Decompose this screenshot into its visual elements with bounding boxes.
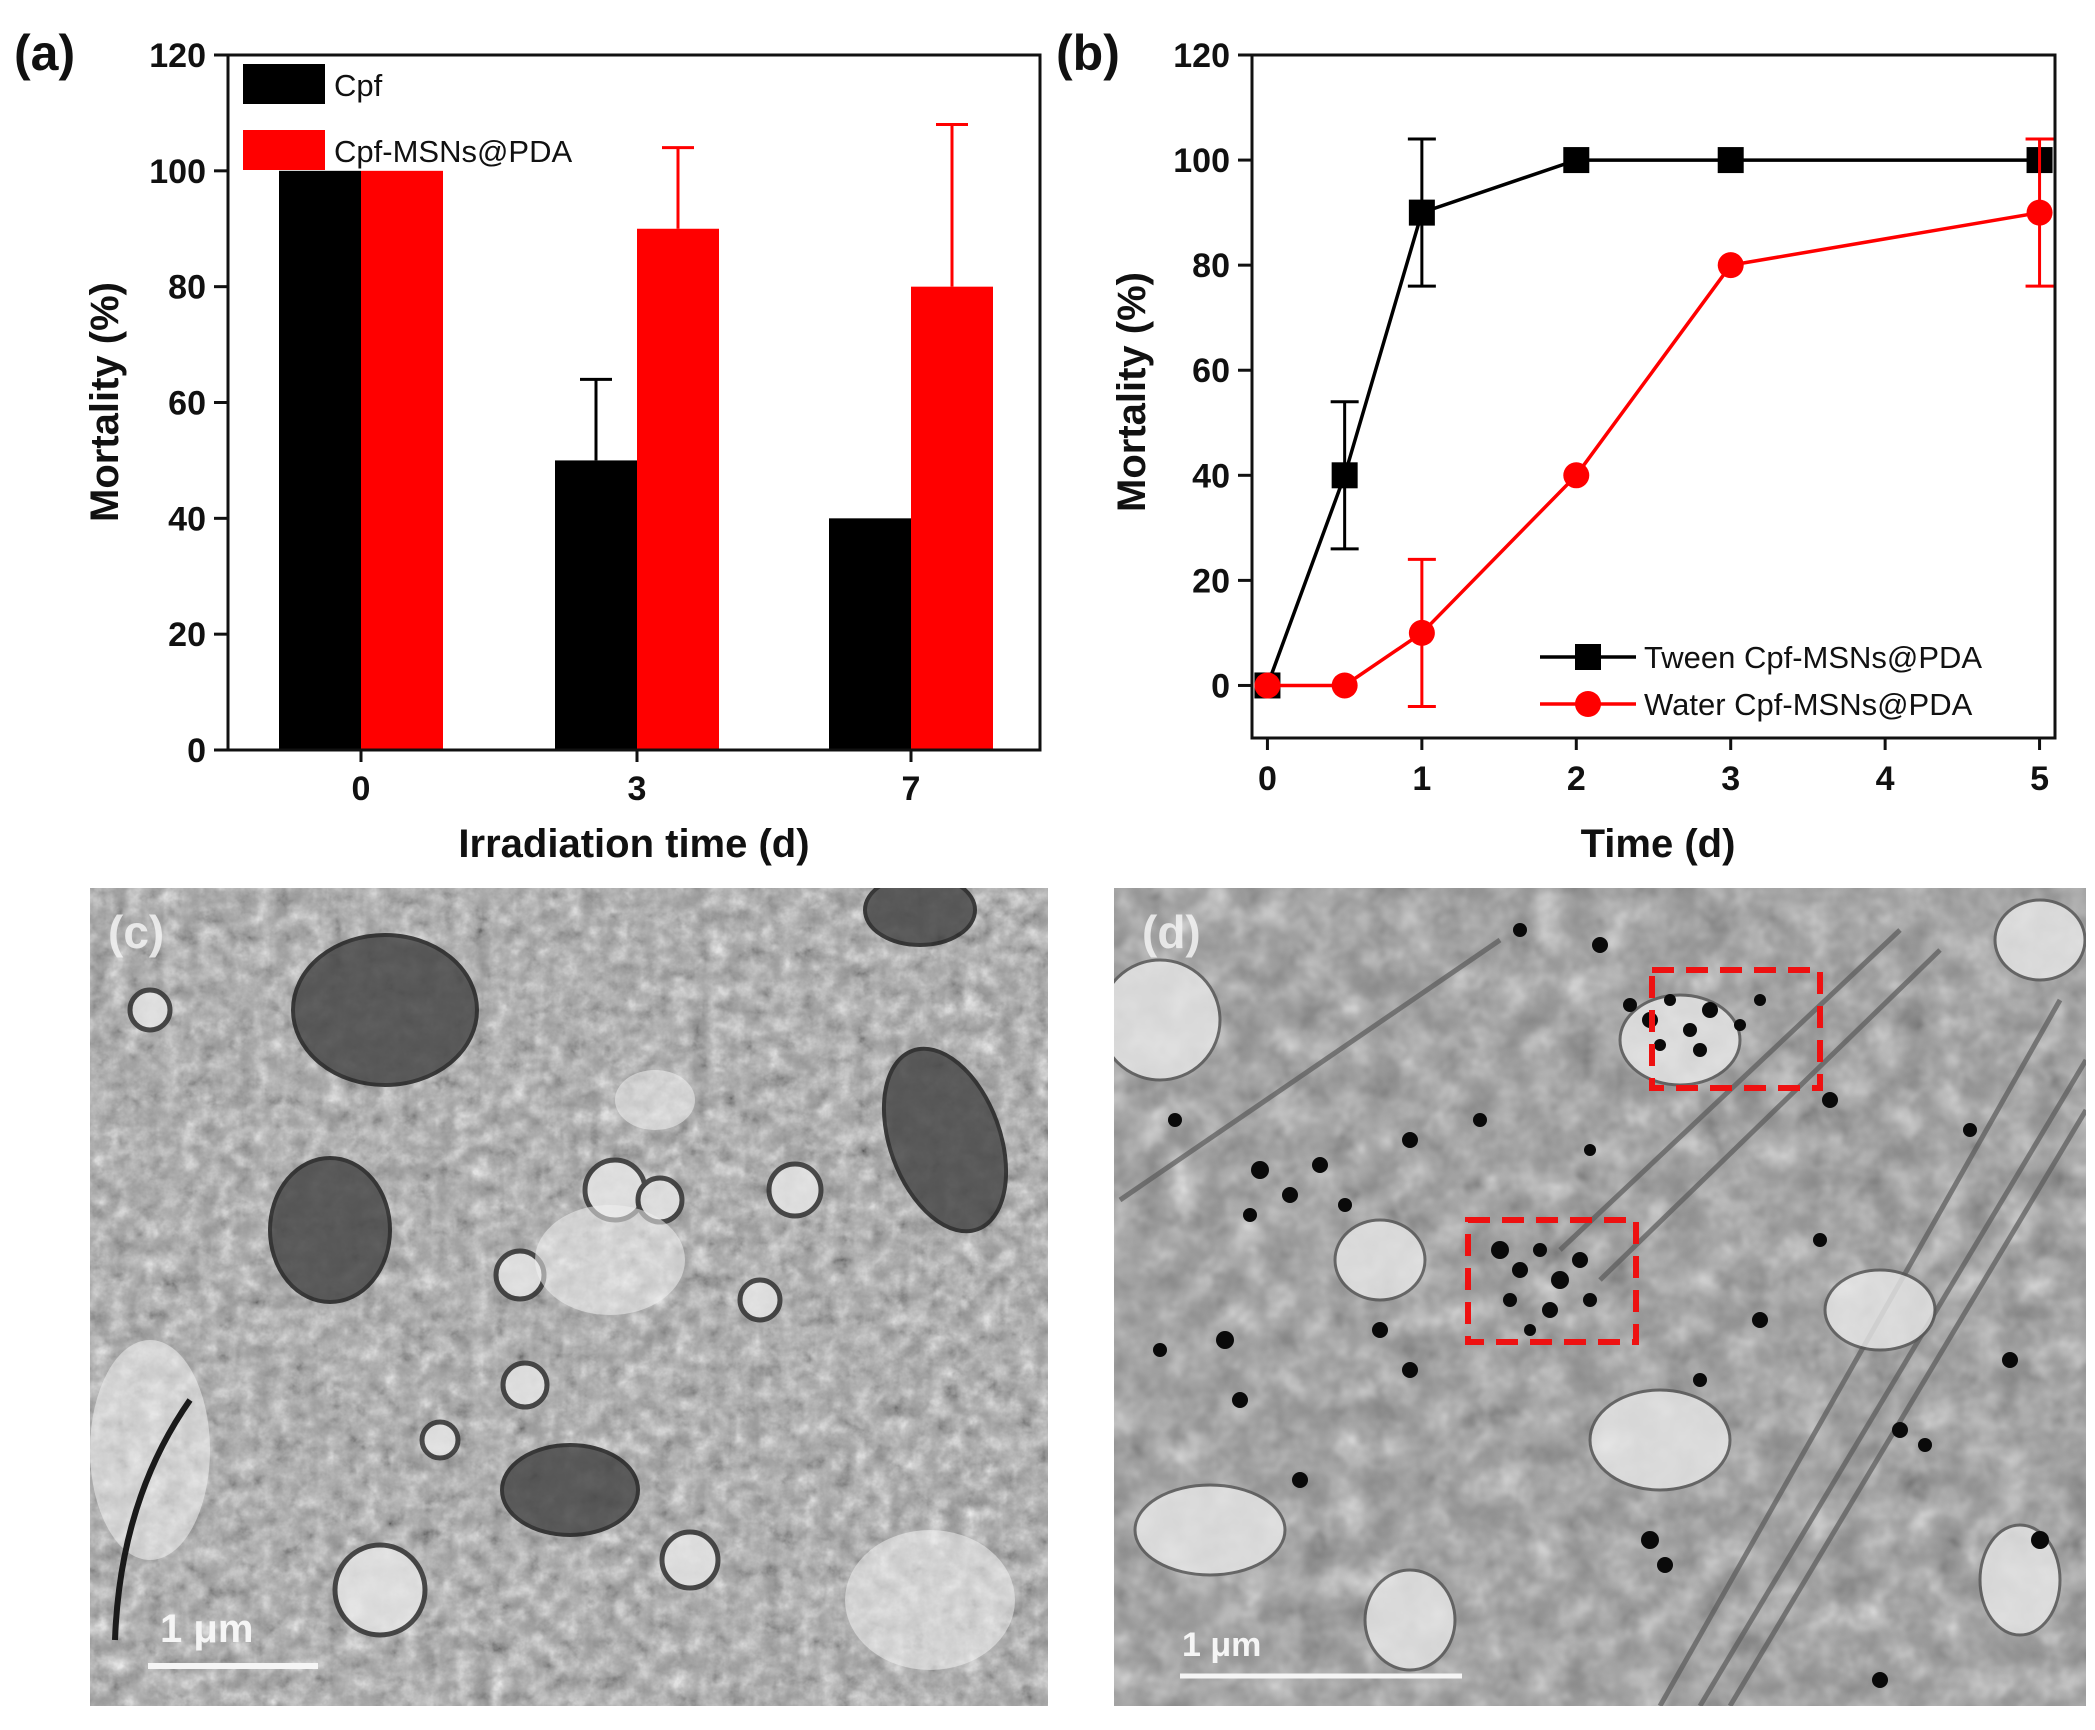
- y-tick-label-a: 80: [168, 269, 206, 307]
- y-tick-label-b: 100: [1173, 142, 1230, 180]
- panel-b-marks: [1254, 137, 2054, 708]
- bar-cpf-3: [555, 460, 637, 750]
- panel-a-marks: [279, 123, 993, 751]
- point-water-cpf-msns-pda-5: [2026, 199, 2053, 226]
- y-tick-label-a: 60: [168, 385, 206, 423]
- micrograph-c-scale-label: 1 μm: [160, 1607, 253, 1651]
- x-tick-label-a: 7: [902, 770, 921, 808]
- x-tick-label-b: 2: [1567, 760, 1586, 798]
- bar-cpf-7: [829, 518, 911, 750]
- panel-c-micrograph: [90, 888, 1048, 1706]
- series-line-tween-cpf-msns-pda: [1265, 158, 2040, 687]
- y-tick-label-a: 40: [168, 500, 206, 538]
- micrograph-c-vesicles: [127, 987, 824, 1638]
- y-tick-label-a: 120: [149, 37, 206, 75]
- legend-marker-b-0: [1575, 644, 1601, 670]
- micrograph-c-light-regions: [90, 1070, 1015, 1670]
- y-tick-label-b: 40: [1192, 457, 1230, 495]
- y-tick-label-b: 120: [1173, 37, 1230, 75]
- panel-a-bar-chart: (a) 0 20 40 60 80 100 120 0 3 7 Irradiation time (…: [14, 25, 1042, 866]
- bar-cpf-0: [279, 170, 361, 751]
- legend-marker-b-1: [1575, 691, 1601, 717]
- micrograph-d-texture: [1114, 888, 2086, 1706]
- point-water-cpf-msns-pda-2: [1408, 619, 1435, 646]
- x-axis-title-b: Time (d): [1581, 822, 1736, 866]
- panel-b-axes: 0 20 40 60 80 100 120 0 1 2 3 4 5 Time (d) Mortality (…: [1110, 37, 2057, 866]
- panel-a-axes: 0 20 40 60 80 100 120 0 3 7 Irradiation time (d) Mo…: [83, 37, 1042, 866]
- legend-swatch-a-0: [243, 64, 325, 104]
- x-tick-label-b: 0: [1258, 760, 1277, 798]
- point-tween-cpf-msns-pda-3: [1563, 147, 1590, 174]
- y-tick-label-b: 20: [1192, 562, 1230, 600]
- panel-b-label: (b): [1056, 25, 1120, 81]
- y-tick-label-a: 100: [149, 153, 206, 191]
- x-axis-title-a: Irradiation time (d): [458, 822, 809, 866]
- y-tick-label-a: 0: [187, 732, 206, 770]
- point-water-cpf-msns-pda-0: [1254, 672, 1281, 699]
- x-tick-label-b: 5: [2030, 760, 2049, 798]
- legend-label-b: Water Cpf-MSNs@PDA: [1644, 687, 1973, 722]
- point-water-cpf-msns-pda-1: [1331, 672, 1358, 699]
- series-line-water-cpf-msns-pda: [1267, 210, 2040, 688]
- point-water-cpf-msns-pda-4: [1717, 252, 1744, 279]
- y-tick-label-b: 80: [1192, 247, 1230, 285]
- legend-swatch-a-1: [243, 130, 325, 170]
- y-tick-label-a: 20: [168, 616, 206, 654]
- point-tween-cpf-msns-pda-4: [1717, 147, 1744, 174]
- legend-label-b: Tween Cpf-MSNs@PDA: [1644, 640, 1982, 675]
- micrograph-d-scale-label: 1 μm: [1182, 1626, 1261, 1664]
- panel-d-micrograph: [1114, 888, 2086, 1706]
- plot-frame-b: [1250, 53, 2057, 740]
- point-tween-cpf-msns-pda-1: [1331, 462, 1358, 489]
- micrograph-d-vacuoles: [1114, 898, 2086, 1672]
- bar-cpf-msns-pda-7: [911, 286, 993, 750]
- micrograph-c-mitochondria: [268, 888, 1009, 1537]
- point-water-cpf-msns-pda-3: [1563, 462, 1590, 489]
- bar-cpf-msns-pda-0: [361, 170, 443, 751]
- highlight-box-lower: [1465, 1217, 1639, 1345]
- micrograph-d-nanoparticles: [1153, 923, 2049, 1688]
- legend-label-a: Cpf: [334, 68, 383, 103]
- x-tick-label-a: 3: [628, 770, 647, 808]
- micrograph-d-highlight-boxes: [1465, 967, 1823, 1345]
- y-axis-title-b: Mortality (%): [1110, 272, 1154, 512]
- y-tick-label-b: 0: [1211, 667, 1230, 705]
- highlight-box-upper: [1649, 967, 1823, 1091]
- x-tick-label-b: 3: [1721, 760, 1740, 798]
- micrograph-c-membrane: [112, 1398, 193, 1641]
- bar-cpf-msns-pda-3: [637, 228, 719, 750]
- x-tick-label-b: 4: [1876, 760, 1895, 798]
- legend-label-a: Cpf-MSNs@PDA: [334, 134, 572, 169]
- panel-d-label: (d): [1142, 906, 1201, 958]
- x-tick-label-b: 1: [1412, 760, 1431, 798]
- panel-c-label: (c): [108, 906, 164, 958]
- point-tween-cpf-msns-pda-2: [1408, 199, 1435, 226]
- x-tick-label-a: 0: [352, 770, 371, 808]
- y-axis-title-a: Mortality (%): [83, 282, 127, 522]
- panel-b-line-chart: (b) 0 20 40 60 80 100 120 0 1 2 3 4 5 Time (d) Mortali…: [1056, 25, 2057, 866]
- panel-a-label: (a): [14, 25, 75, 81]
- y-tick-label-b: 60: [1192, 352, 1230, 390]
